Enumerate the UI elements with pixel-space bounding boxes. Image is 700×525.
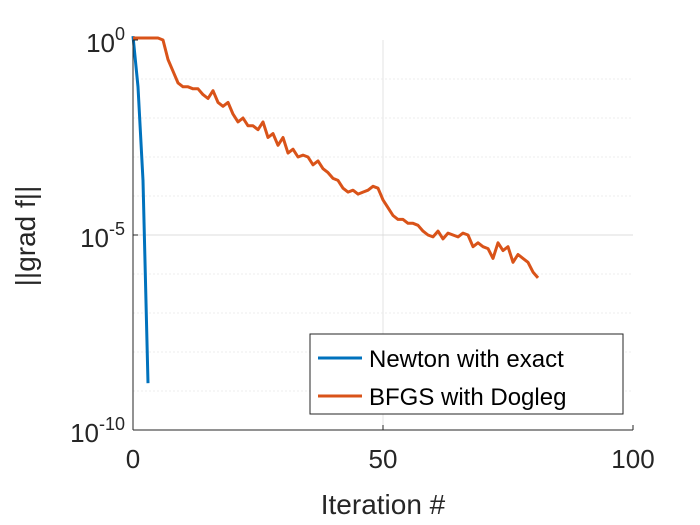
y-tick-label: 100: [86, 24, 125, 58]
series-layer: [131, 35, 540, 384]
y-tick-label: 10-5: [80, 219, 125, 253]
series-line-1: [131, 35, 150, 384]
y-tick-label: 10-10: [70, 414, 125, 448]
legend-box: [309, 333, 624, 415]
y-axis-label: ||grad f||: [10, 186, 41, 287]
legend-label-1: Newton with exact: [369, 346, 564, 373]
x-axis-label: Iteration #: [321, 489, 446, 520]
series-line-2: [133, 36, 540, 279]
axes: [132, 39, 634, 431]
x-tick-label: 100: [611, 444, 654, 474]
x-tick-label: 50: [369, 444, 398, 474]
x-tick-label: 0: [126, 444, 140, 474]
legend-label-2: BFGS with Dogleg: [369, 384, 566, 411]
tick-labels: 0 50 100 100 10-5 10-10: [70, 24, 655, 474]
legend: Newton with exact BFGS with Dogleg: [309, 333, 624, 415]
